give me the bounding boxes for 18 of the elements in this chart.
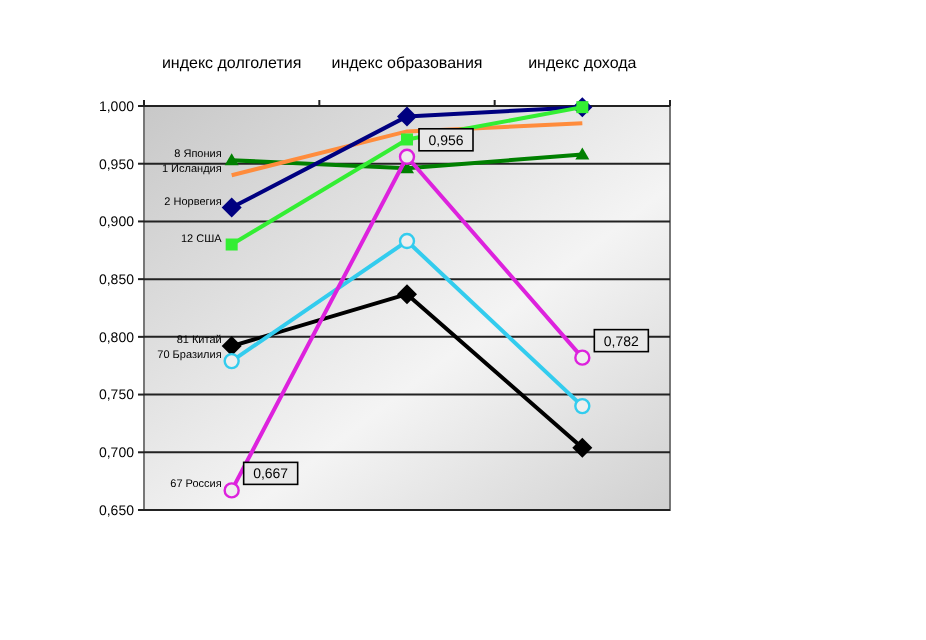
point [397, 284, 417, 305]
point [574, 397, 591, 415]
point [221, 336, 242, 357]
x-tick-label: индекс образования [331, 54, 483, 72]
point [401, 133, 413, 146]
point [223, 482, 240, 499]
point [572, 437, 593, 458]
point [398, 148, 416, 165]
point [224, 153, 239, 166]
point [221, 197, 242, 218]
point [398, 232, 416, 250]
point [223, 352, 240, 370]
x-tick-label: индекс дохода [528, 54, 638, 72]
point [575, 147, 590, 160]
x-tick-label: индекс долголетия [161, 54, 302, 72]
point [397, 106, 417, 127]
point [225, 238, 238, 251]
point [574, 349, 591, 366]
